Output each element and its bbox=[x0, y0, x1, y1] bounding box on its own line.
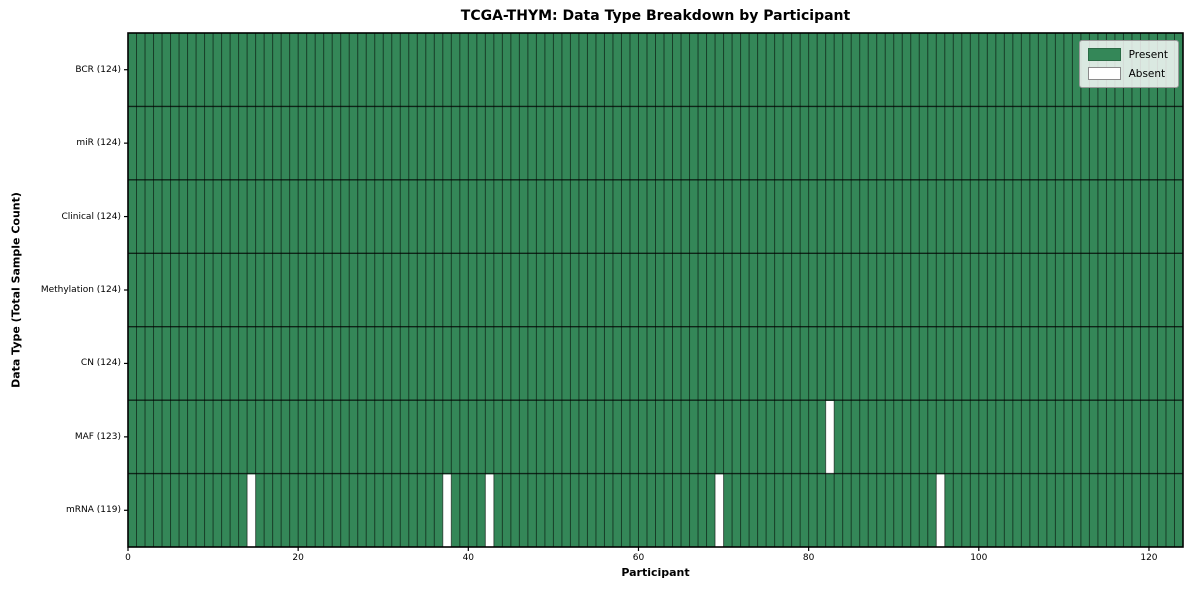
present-swatch-icon bbox=[1087, 48, 1121, 61]
y-tick-label: CN (124) bbox=[80, 358, 121, 369]
legend: Present Absent bbox=[1078, 40, 1179, 88]
x-tick-label: 40 bbox=[462, 553, 475, 563]
absent-cell bbox=[715, 474, 724, 547]
x-tick-label: 100 bbox=[970, 553, 988, 563]
y-tick-label: Methylation (124) bbox=[40, 285, 121, 295]
absent-cell bbox=[442, 474, 452, 547]
y-tick-label: Clinical (124) bbox=[61, 211, 121, 222]
legend-item-absent: Absent bbox=[1087, 67, 1168, 80]
y-tick-label: BCR (124) bbox=[75, 64, 121, 75]
grid-lines bbox=[128, 33, 1183, 547]
x-tick-label: 20 bbox=[292, 553, 304, 563]
plot-border bbox=[127, 32, 1184, 548]
x-tick-label: 80 bbox=[802, 553, 815, 563]
absent-cell bbox=[936, 474, 945, 547]
x-axis-label: Participant bbox=[621, 566, 690, 579]
x-tick-label: 60 bbox=[632, 553, 645, 563]
legend-label-present: Present bbox=[1128, 48, 1168, 61]
absent-cell bbox=[247, 474, 256, 547]
x-tick-label: 120 bbox=[1140, 553, 1158, 563]
absent-swatch-icon bbox=[1087, 67, 1121, 80]
absent-cell bbox=[485, 474, 494, 547]
legend-item-present: Present bbox=[1087, 48, 1168, 61]
y-tick-label: mRNA (119) bbox=[66, 505, 121, 516]
x-tick-label: 0 bbox=[125, 553, 131, 563]
legend-label-absent: Absent bbox=[1128, 67, 1166, 80]
absent-cell bbox=[825, 400, 835, 474]
y-tick-label: miR (124) bbox=[76, 138, 121, 149]
y-tick-label: MAF (123) bbox=[74, 431, 121, 442]
chart-title: TCGA-THYM: Data Type Breakdown by Partic… bbox=[460, 8, 851, 24]
